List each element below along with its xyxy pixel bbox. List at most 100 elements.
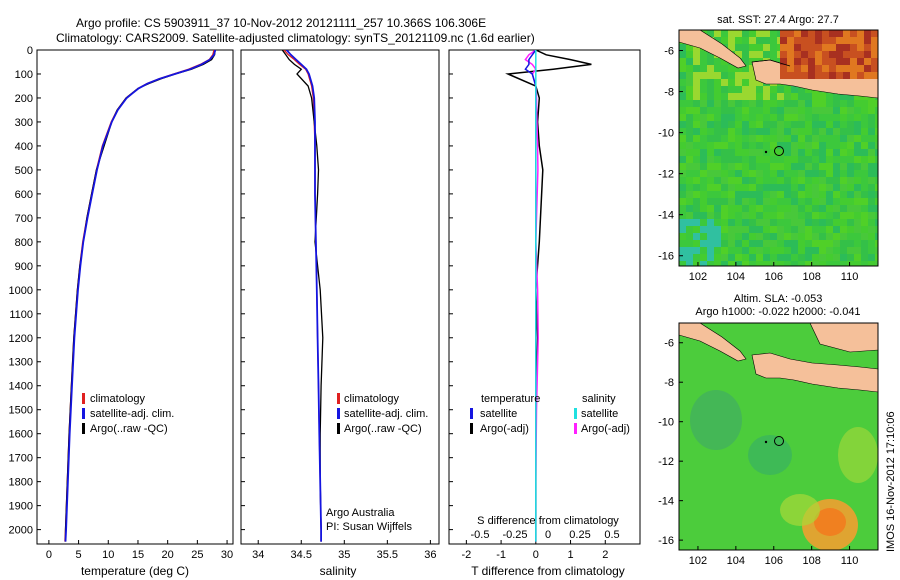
- sst-cell: [805, 142, 812, 149]
- sst-cell: [714, 198, 721, 205]
- sst-cell: [728, 226, 735, 233]
- sst-cell: [742, 254, 749, 261]
- sst-cell: [861, 198, 868, 205]
- sst-cell: [798, 177, 805, 184]
- sst-argo-location: [774, 146, 784, 156]
- sst-cell: [784, 114, 791, 121]
- sst-cell: [756, 156, 763, 163]
- sst-cell: [742, 114, 749, 121]
- sst-cell: [819, 212, 826, 219]
- sst-cell: [798, 254, 805, 261]
- sst-cell: [756, 107, 763, 114]
- sst-cell: [679, 79, 686, 86]
- sst-cell: [707, 58, 714, 65]
- sst-cell: [679, 107, 686, 114]
- sst-cell: [812, 261, 819, 266]
- sst-cell: [791, 247, 798, 254]
- sst-cell: [868, 254, 875, 261]
- sst-cell: [833, 240, 840, 247]
- sst-warm-cell: [808, 51, 815, 58]
- sst-warm-cell: [787, 30, 794, 37]
- sst-cell: [812, 191, 819, 198]
- sst-cell: [756, 149, 763, 156]
- sst-cell: [693, 51, 700, 58]
- temperature-legend-climatology: climatology: [90, 393, 146, 405]
- sst-warm-cell: [871, 58, 878, 65]
- sst-cell: [840, 114, 847, 121]
- sst-cell: [868, 135, 875, 142]
- sst-cell: [868, 149, 875, 156]
- sst-cell: [875, 254, 878, 261]
- sst-cell: [812, 128, 819, 135]
- sst-warm-cell: [864, 72, 871, 79]
- sst-cell: [875, 114, 878, 121]
- sst-cell: [686, 142, 693, 149]
- sst-cell: [777, 184, 784, 191]
- sst-cell: [707, 254, 714, 261]
- temperature-ytick-label: 200: [15, 93, 33, 105]
- sst-cell: [728, 121, 735, 128]
- sst-cell: [686, 114, 693, 121]
- sst-cell: [700, 261, 707, 266]
- sst-cell: [847, 121, 854, 128]
- sst-cell: [707, 170, 714, 177]
- sst-cell: [805, 163, 812, 170]
- sst-cell: [805, 261, 812, 266]
- sst-cell: [707, 261, 714, 266]
- sst-cell: [735, 226, 742, 233]
- sst-cell: [714, 184, 721, 191]
- sst-cell: [686, 247, 693, 254]
- sla-map-ytick-label: -16: [658, 535, 674, 547]
- sst-cell: [819, 128, 826, 135]
- sst-cell: [805, 198, 812, 205]
- sst-cell: [875, 128, 878, 135]
- sst-cell: [812, 142, 819, 149]
- sst-warm-cell: [780, 65, 787, 72]
- sst-cell: [679, 240, 686, 247]
- sst-cell: [693, 177, 700, 184]
- sst-warm-cell: [822, 72, 829, 79]
- sst-warm-cell: [822, 58, 829, 65]
- sst-cell: [756, 240, 763, 247]
- sst-cell: [819, 254, 826, 261]
- sst-cell: [749, 226, 756, 233]
- sst-cell: [805, 233, 812, 240]
- temperature-axis-label: temperature (deg C): [81, 564, 189, 578]
- sst-cell: [700, 226, 707, 233]
- sst-cell: [728, 240, 735, 247]
- sst-cell: [812, 163, 819, 170]
- sst-cell: [735, 184, 742, 191]
- sst-cell: [770, 198, 777, 205]
- temperature-series-satellite-adj-clim-: [64, 50, 217, 542]
- sst-cell: [854, 205, 861, 212]
- sst-cell: [686, 100, 693, 107]
- sst-cell: [693, 156, 700, 163]
- sst-cell: [805, 149, 812, 156]
- sst-cell: [742, 212, 749, 219]
- sst-cell: [847, 198, 854, 205]
- sst-cell: [693, 65, 700, 72]
- sst-cell: [798, 233, 805, 240]
- sst-cell: [770, 156, 777, 163]
- sst-cell: [728, 170, 735, 177]
- sst-cell: [791, 128, 798, 135]
- sst-cell: [798, 93, 805, 100]
- sst-cell: [749, 219, 756, 226]
- sst-cell: [833, 261, 840, 266]
- sst-cell: [847, 205, 854, 212]
- sst-cell: [847, 233, 854, 240]
- sst-cell: [784, 184, 791, 191]
- sst-cell: [777, 86, 784, 93]
- sst-cell: [742, 128, 749, 135]
- sst-cell: [875, 240, 878, 247]
- sst-cell: [693, 128, 700, 135]
- sst-cell: [854, 240, 861, 247]
- sst-cell: [756, 226, 763, 233]
- sst-cell: [819, 198, 826, 205]
- sst-warm-cell: [822, 30, 829, 37]
- sst-cell: [812, 107, 819, 114]
- sst-cell: [721, 247, 728, 254]
- sst-cell: [798, 135, 805, 142]
- sst-warm-cell: [850, 30, 857, 37]
- sst-cell: [749, 191, 756, 198]
